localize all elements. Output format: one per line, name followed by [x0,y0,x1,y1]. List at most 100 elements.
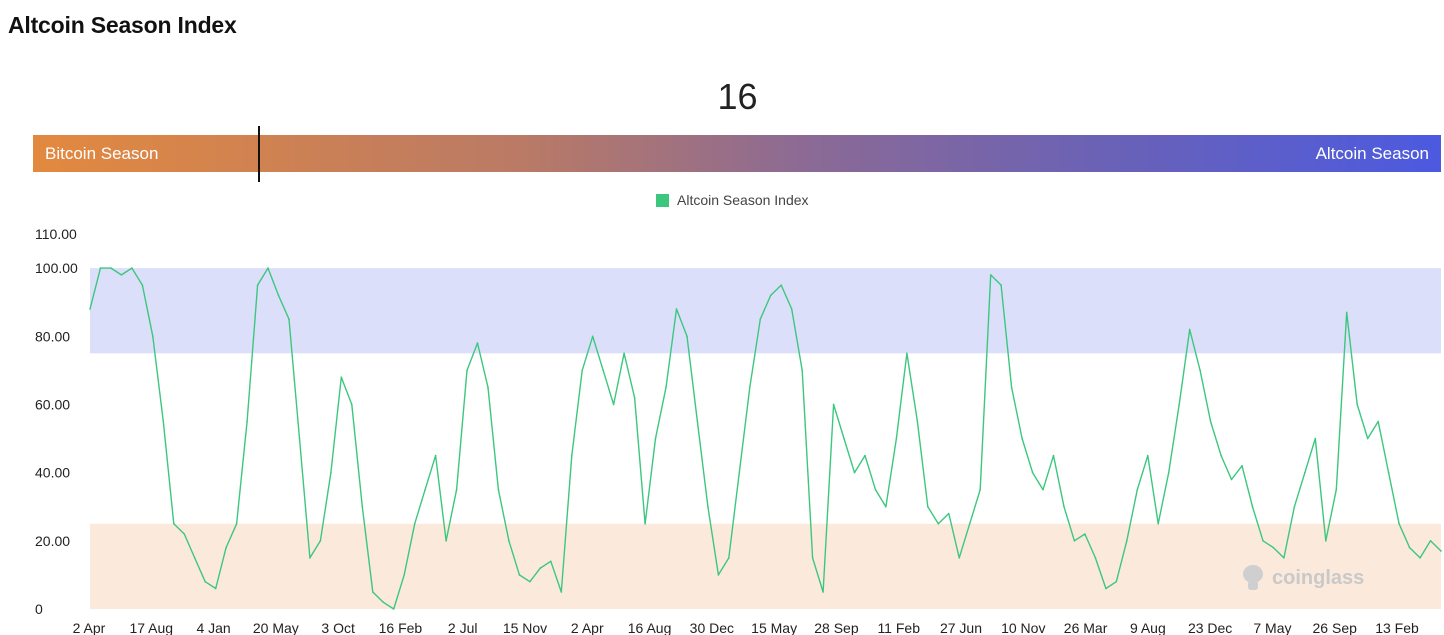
data-point[interactable] [256,284,259,286]
data-point[interactable] [633,396,636,399]
data-point[interactable] [1272,546,1275,549]
data-point[interactable] [916,420,919,423]
data-point[interactable] [853,471,856,474]
data-point[interactable] [591,335,594,338]
data-point[interactable] [811,557,814,559]
data-point[interactable] [1220,454,1222,457]
data-point[interactable] [822,591,824,593]
data-point[interactable] [455,488,458,491]
data-point[interactable] [979,488,981,491]
data-point[interactable] [895,437,898,440]
data-point[interactable] [1283,557,1285,559]
data-point[interactable] [204,580,207,583]
data-point[interactable] [1324,540,1327,542]
data-point[interactable] [162,420,165,423]
data-point[interactable] [340,376,343,378]
data-point[interactable] [413,522,416,525]
altcoin-season-chart[interactable]: 0 20.00 40.00 60.00 80.00 100.00 110.00 2 Apr 1… [0,220,1444,635]
data-point[interactable] [644,522,646,525]
data-point[interactable] [288,318,290,321]
data-point[interactable] [728,557,730,559]
data-point[interactable] [1157,522,1160,525]
data-point[interactable] [738,471,741,474]
data-point[interactable] [172,522,175,525]
data-point[interactable] [1241,465,1243,467]
data-point[interactable] [1052,454,1055,457]
data-point[interactable] [1010,386,1013,389]
data-point[interactable] [696,420,699,423]
data-point[interactable] [277,294,280,297]
data-point[interactable] [654,437,657,440]
data-point[interactable] [1419,557,1421,559]
data-point[interactable] [623,352,625,355]
data-point[interactable] [267,267,269,269]
data-point[interactable] [1000,284,1002,286]
data-point[interactable] [1105,587,1107,590]
data-point[interactable] [382,601,385,603]
data-point[interactable] [508,540,510,542]
data-point[interactable] [445,540,447,542]
data-point[interactable] [1377,420,1379,423]
data-point[interactable] [1115,580,1118,583]
data-point[interactable] [1408,546,1411,549]
data-point[interactable] [665,386,667,389]
data-point[interactable] [1188,328,1191,331]
data-point[interactable] [686,335,688,338]
data-point[interactable] [330,471,332,474]
data-point[interactable] [120,274,123,276]
data-point[interactable] [550,560,552,563]
data-point[interactable] [769,294,772,297]
data-point[interactable] [434,454,437,457]
data-point[interactable] [570,454,573,457]
data-point[interactable] [1251,505,1254,508]
data-point[interactable] [351,403,353,406]
data-point[interactable] [748,386,751,389]
data-point[interactable] [759,318,762,321]
data-point[interactable] [1167,471,1170,474]
data-point[interactable] [193,557,196,559]
data-point[interactable] [958,557,961,559]
data-point[interactable] [1335,488,1338,491]
data-point[interactable] [560,591,563,593]
data-point[interactable] [1398,522,1400,525]
data-point[interactable] [403,574,405,576]
data-point[interactable] [874,488,877,491]
data-point[interactable] [707,505,709,508]
data-point[interactable] [832,403,835,406]
data-point[interactable] [937,522,940,525]
data-point[interactable] [612,403,615,406]
data-point[interactable] [298,437,301,440]
data-point[interactable] [1136,488,1139,491]
data-point[interactable] [790,308,793,310]
data-point[interactable] [529,580,531,583]
data-point[interactable] [1209,420,1212,423]
data-point[interactable] [466,369,468,372]
data-point[interactable] [968,522,971,525]
data-point[interactable] [1042,488,1044,491]
data-point[interactable] [131,267,133,269]
data-point[interactable] [1178,403,1180,406]
data-point[interactable] [361,505,364,508]
data-point[interactable] [1031,471,1034,474]
data-point[interactable] [476,342,479,344]
altcoin-season-index-line[interactable] [89,267,1442,610]
data-point[interactable] [152,335,154,338]
data-point[interactable] [581,369,584,372]
data-point[interactable] [675,308,678,310]
chart-legend[interactable]: Altcoin Season Index [656,192,809,208]
data-point[interactable] [141,284,144,286]
data-point[interactable] [99,267,102,269]
data-point[interactable] [864,454,866,457]
data-point[interactable] [371,591,374,593]
data-point[interactable] [89,308,91,310]
data-point[interactable] [717,574,720,576]
data-point[interactable] [1366,437,1369,440]
data-point[interactable] [1304,471,1306,474]
data-point[interactable] [1094,557,1097,559]
data-point[interactable] [1314,437,1317,440]
data-point[interactable] [1021,437,1023,440]
data-point[interactable] [1146,454,1149,457]
data-point[interactable] [1126,540,1128,542]
data-point[interactable] [214,587,217,590]
data-point[interactable] [1199,369,1201,372]
